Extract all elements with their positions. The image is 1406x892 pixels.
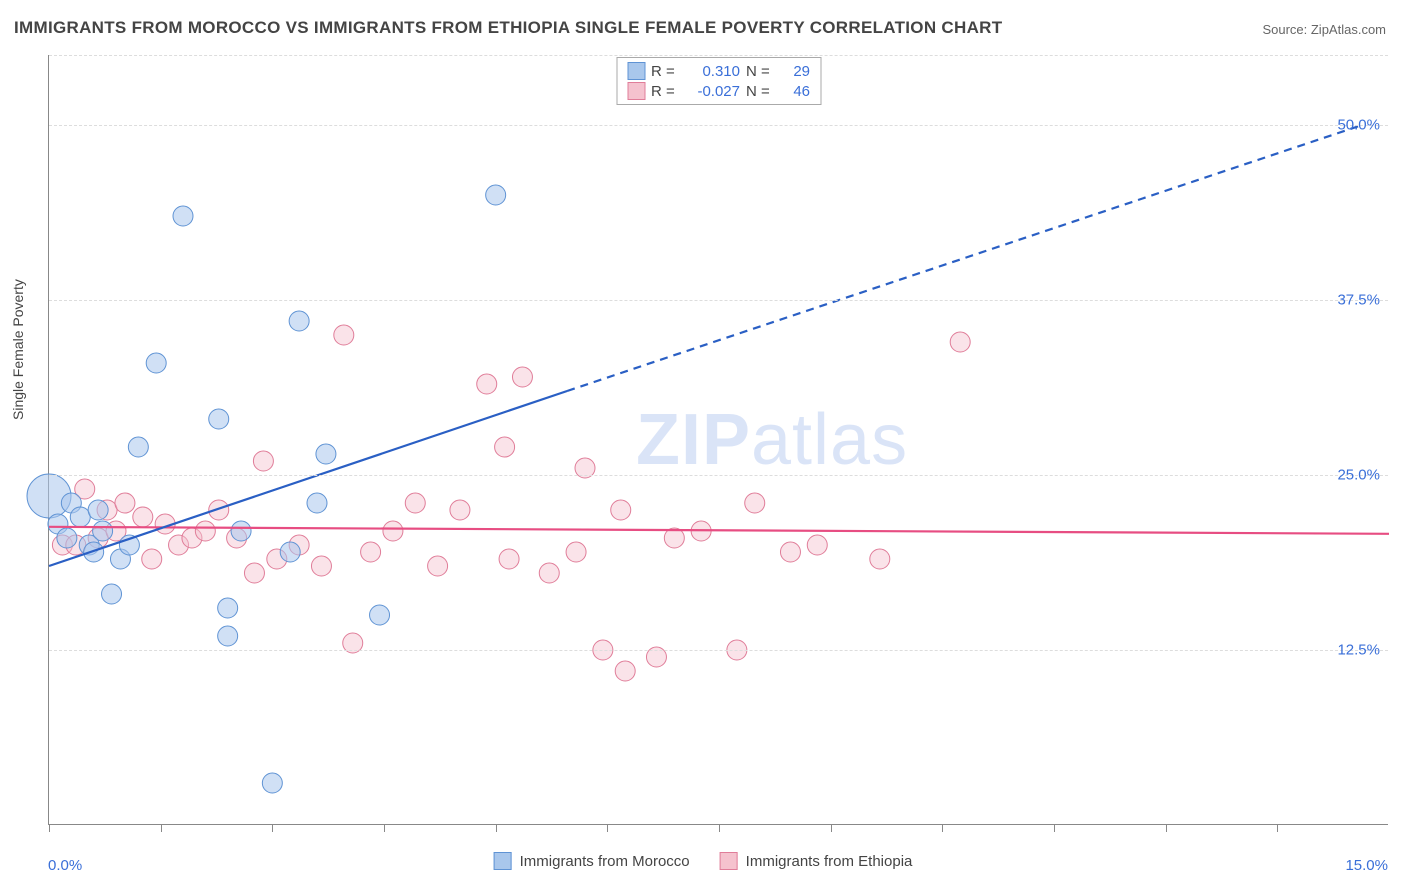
scatter-point (307, 493, 327, 513)
n-value: 46 (780, 83, 810, 100)
n-label: N = (746, 63, 774, 80)
scatter-point (311, 556, 331, 576)
x-tick (719, 824, 720, 832)
x-max-label: 15.0% (1345, 857, 1388, 874)
r-label: R = (651, 63, 679, 80)
x-tick (942, 824, 943, 832)
scatter-point (146, 353, 166, 373)
scatter-point (615, 661, 635, 681)
correlation-legend: R = 0.310 N = 29 R = -0.027 N = 46 (616, 57, 821, 105)
scatter-point (611, 500, 631, 520)
scatter-point (499, 549, 519, 569)
x-tick (384, 824, 385, 832)
legend-swatch (720, 852, 738, 870)
legend-item: Immigrants from Ethiopia (720, 852, 913, 870)
scatter-point (244, 563, 264, 583)
scatter-point (133, 507, 153, 527)
legend-row: R = 0.310 N = 29 (627, 61, 810, 81)
scatter-point (361, 542, 381, 562)
x-tick (272, 824, 273, 832)
x-tick (161, 824, 162, 832)
scatter-point (370, 605, 390, 625)
scatter-point (262, 773, 282, 793)
legend-row: R = -0.027 N = 46 (627, 81, 810, 101)
r-label: R = (651, 83, 679, 100)
scatter-point (102, 584, 122, 604)
scatter-point (780, 542, 800, 562)
scatter-point (745, 493, 765, 513)
scatter-point (289, 311, 309, 331)
x-tick (831, 824, 832, 832)
x-tick (607, 824, 608, 832)
scatter-point (450, 500, 470, 520)
scatter-point (566, 542, 586, 562)
source-label: Source: ZipAtlas.com (1262, 22, 1386, 37)
scatter-point (383, 521, 403, 541)
scatter-point (209, 409, 229, 429)
scatter-point (231, 521, 251, 541)
y-tick-label: 50.0% (1337, 117, 1380, 134)
scatter-point (195, 521, 215, 541)
r-value: -0.027 (685, 83, 740, 100)
n-label: N = (746, 83, 774, 100)
scatter-point (405, 493, 425, 513)
scatter-point (218, 598, 238, 618)
scatter-point (334, 325, 354, 345)
x-tick (49, 824, 50, 832)
scatter-point (870, 549, 890, 569)
x-tick (1277, 824, 1278, 832)
y-axis-label: Single Female Poverty (10, 279, 26, 420)
x-tick (496, 824, 497, 832)
legend-label: Immigrants from Morocco (520, 853, 690, 870)
plot-svg (49, 55, 1388, 824)
x-tick (1054, 824, 1055, 832)
legend-swatch (494, 852, 512, 870)
scatter-point (115, 493, 135, 513)
legend-item: Immigrants from Morocco (494, 852, 690, 870)
plot-area: R =0.310N =29R =-0.027N =46 ZIPatlas 12.… (48, 55, 1388, 825)
scatter-point (280, 542, 300, 562)
scatter-point (512, 367, 532, 387)
gridline-h (49, 475, 1388, 476)
series-legend: Immigrants from Morocco Immigrants from E… (494, 852, 913, 870)
scatter-point (93, 521, 113, 541)
scatter-point (70, 507, 90, 527)
scatter-point (495, 437, 515, 457)
scatter-point (88, 500, 108, 520)
scatter-point (218, 626, 238, 646)
gridline-h (49, 300, 1388, 301)
scatter-point (950, 332, 970, 352)
n-value: 29 (780, 63, 810, 80)
r-value: 0.310 (685, 63, 740, 80)
gridline-h (49, 650, 1388, 651)
scatter-point (316, 444, 336, 464)
x-tick (1166, 824, 1167, 832)
x-min-label: 0.0% (48, 857, 82, 874)
y-tick-label: 37.5% (1337, 292, 1380, 309)
scatter-point (428, 556, 448, 576)
scatter-point (142, 549, 162, 569)
gridline-h (49, 55, 1388, 56)
scatter-point (486, 185, 506, 205)
scatter-point (128, 437, 148, 457)
scatter-point (57, 528, 77, 548)
scatter-point (807, 535, 827, 555)
y-tick-label: 12.5% (1337, 642, 1380, 659)
scatter-point (253, 451, 273, 471)
legend-swatch (627, 82, 645, 100)
scatter-point (173, 206, 193, 226)
y-tick-label: 25.0% (1337, 467, 1380, 484)
legend-swatch (627, 62, 645, 80)
scatter-point (477, 374, 497, 394)
chart-container: IMMIGRANTS FROM MOROCCO VS IMMIGRANTS FR… (0, 0, 1406, 892)
gridline-h (49, 125, 1388, 126)
legend-label: Immigrants from Ethiopia (746, 853, 913, 870)
scatter-point (539, 563, 559, 583)
chart-title: IMMIGRANTS FROM MOROCCO VS IMMIGRANTS FR… (14, 18, 1002, 38)
